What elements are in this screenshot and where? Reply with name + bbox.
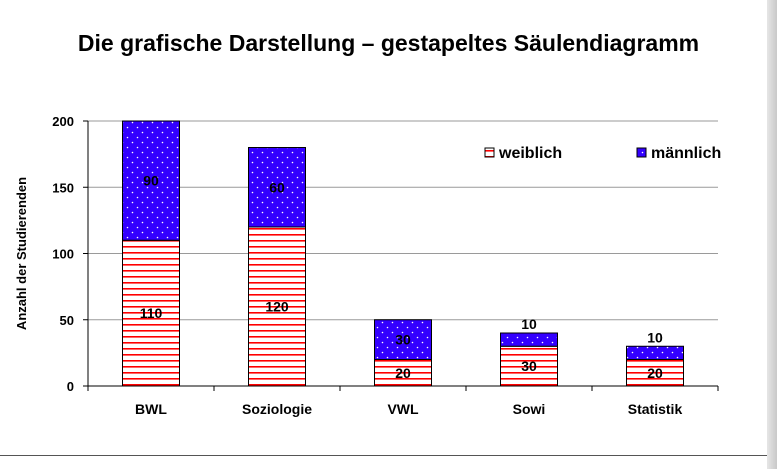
legend-swatch	[636, 147, 647, 158]
x-tick-label: Statistik	[628, 401, 683, 417]
data-label: 90	[143, 173, 159, 189]
bar-weiblich	[626, 359, 684, 387]
slide-title: Die grafische Darstellung – gestapeltes …	[77, 30, 700, 56]
bar-männlich	[248, 147, 306, 228]
legend-label: männlich	[651, 145, 721, 162]
stacked-bar-chart: 0 50 100 150 200 Anzahl der Studierenden 110 90…	[14, 114, 721, 417]
x-tick-label: Soziologie	[242, 401, 312, 417]
x-tick-label: Sowi	[513, 401, 546, 417]
bar-männlich	[122, 120, 180, 241]
y-tick-label: 150	[52, 180, 74, 195]
data-label: 20	[647, 365, 663, 381]
data-label: 30	[395, 332, 411, 348]
legend-swatch	[484, 147, 495, 158]
slide-divider	[0, 455, 767, 456]
x-tick-label: BWL	[135, 401, 167, 417]
y-axis-label: Anzahl der Studierenden	[14, 177, 29, 330]
data-label: 10	[647, 329, 663, 345]
bar-weiblich	[248, 226, 306, 387]
bars	[122, 120, 684, 387]
bar-männlich	[374, 319, 432, 360]
bar-weiblich	[374, 359, 432, 387]
bar-männlich	[500, 332, 558, 347]
bar-weiblich	[500, 345, 558, 387]
bar-weiblich	[122, 239, 180, 387]
labels: 0 50 100 150 200 Anzahl der Studierenden 110 90…	[14, 114, 682, 417]
data-label: 30	[521, 358, 537, 374]
legend: weiblich männlich	[484, 145, 721, 162]
bar-männlich	[626, 345, 684, 360]
data-label: 20	[395, 365, 411, 381]
slide-edge	[767, 0, 777, 469]
data-label: 10	[521, 316, 537, 332]
y-tick-label: 100	[52, 247, 74, 262]
y-tick-label: 0	[67, 379, 74, 394]
data-label: 110	[140, 305, 163, 321]
y-tick-label: 200	[52, 114, 74, 129]
gridlines	[88, 120, 718, 321]
data-label: 60	[269, 179, 285, 195]
data-label: 120	[265, 299, 289, 315]
legend-label: weiblich	[498, 145, 562, 162]
x-tick-label: VWL	[387, 401, 419, 417]
y-tick-label: 50	[60, 313, 74, 328]
